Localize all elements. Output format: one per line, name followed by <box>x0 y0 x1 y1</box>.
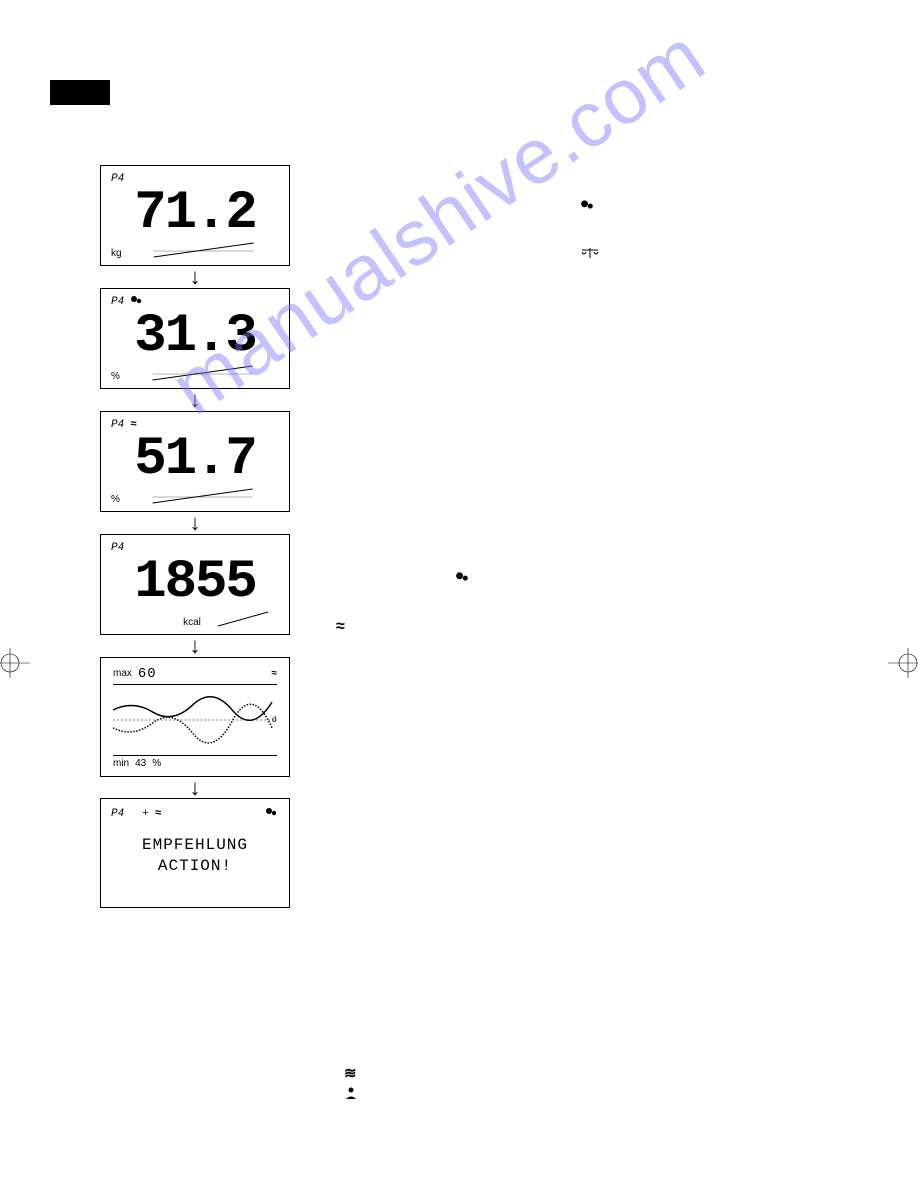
graph-min-label: min <box>113 758 129 769</box>
profile-label: P4 <box>111 419 124 431</box>
history-graph: d <box>113 685 277 755</box>
fat-value: 31.3 <box>111 311 279 362</box>
weight-value: 71.2 <box>111 188 279 239</box>
kcal-unit: kcal <box>183 617 201 628</box>
fat-unit: % <box>111 371 120 382</box>
lcd-water: P4 ≈ 51.7 % <box>100 411 290 512</box>
profile-label: P4 <box>111 173 124 185</box>
plus-icon: + <box>142 808 149 820</box>
lcd-weight: P4 71.2 kg <box>100 165 290 266</box>
user-icon <box>344 1086 358 1103</box>
fat-icon <box>455 570 471 586</box>
down-arrow-icon: ↓ <box>100 268 290 286</box>
graph-min-unit: % <box>152 758 161 769</box>
weight-unit: kg <box>111 248 122 259</box>
svg-text:d: d <box>272 715 276 724</box>
crop-mark-right <box>888 648 918 678</box>
recommendation-line1: EMPFEHLUNG <box>111 835 279 856</box>
page-marker <box>50 80 110 105</box>
recommendation-line2: ACTION! <box>111 856 279 877</box>
lcd-recommendation: P4 + ≈ EMPFEHLUNG ACTION! <box>100 798 290 908</box>
water-icon: ≋ <box>344 1064 357 1082</box>
trend-line <box>126 364 279 382</box>
profile-label: P4 <box>111 808 124 820</box>
water-icon: ≈ <box>155 808 162 820</box>
lcd-display-sequence: P4 71.2 kg ↓ P4 31.3 % ↓ P4 ≈ <box>100 165 290 908</box>
down-arrow-icon: ↓ <box>100 391 290 409</box>
water-icon: ≈ <box>272 668 278 679</box>
trend-line <box>207 610 279 628</box>
water-value: 51.7 <box>111 434 279 485</box>
graph-max-value: 60 <box>138 666 157 682</box>
fat-icon <box>265 807 279 821</box>
down-arrow-icon: ↓ <box>100 779 290 797</box>
lcd-graph: max 60 ≈ d min 43 % <box>100 657 290 777</box>
down-arrow-icon: ↓ <box>100 637 290 655</box>
trend-line <box>128 241 279 259</box>
profile-label: P4 <box>111 542 124 554</box>
down-arrow-icon: ↓ <box>100 514 290 532</box>
graph-min-value: 43 <box>135 758 146 769</box>
scale-icon <box>580 246 600 263</box>
water-unit: % <box>111 494 120 505</box>
kcal-value: 1855 <box>111 557 279 608</box>
lcd-kcal: P4 1855 kcal <box>100 534 290 635</box>
trend-line <box>126 487 279 505</box>
profile-label: P4 <box>111 296 124 308</box>
graph-max-label: max <box>113 668 132 679</box>
fat-icon <box>580 198 596 214</box>
water-icon: ≈ <box>336 618 345 636</box>
crop-mark-left <box>0 648 30 678</box>
lcd-fat: P4 31.3 % <box>100 288 290 389</box>
